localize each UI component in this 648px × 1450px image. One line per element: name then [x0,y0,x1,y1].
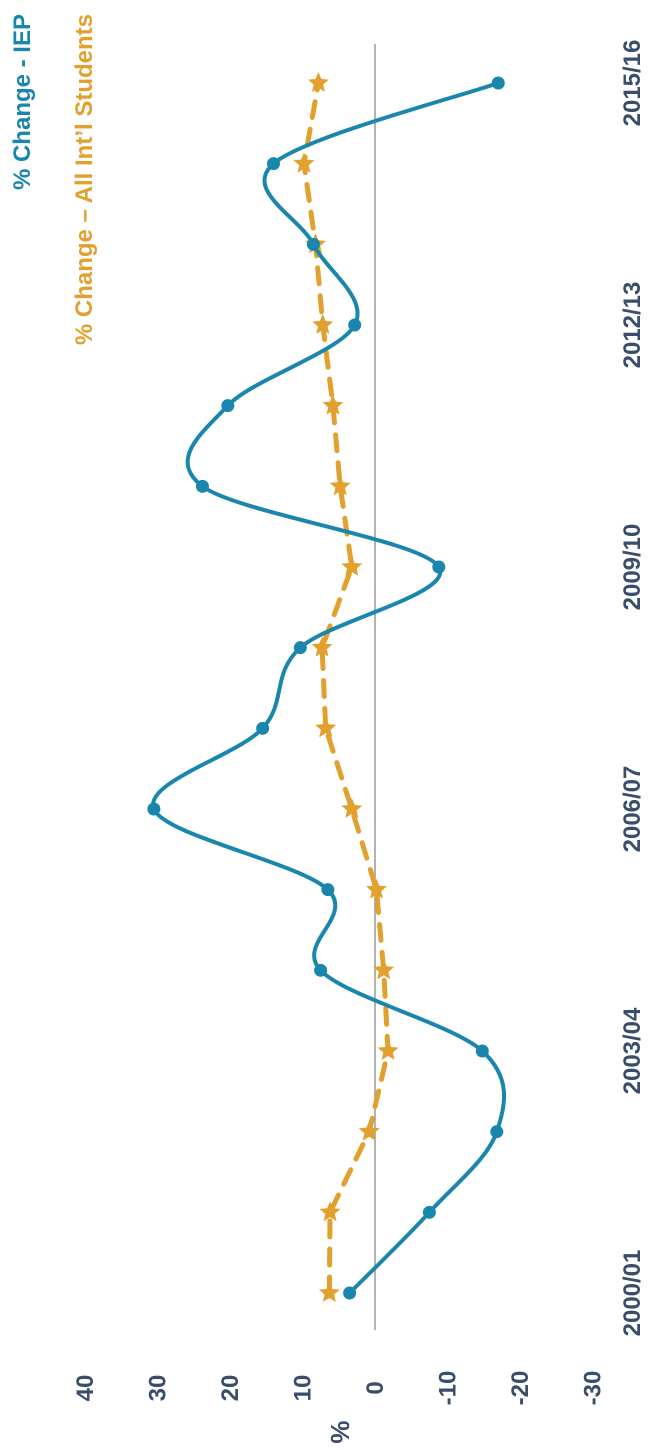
x-tick-label: 2000/01 [619,1250,646,1337]
data-point [306,237,320,251]
data-point [314,963,328,977]
data-point [312,314,334,334]
series-line [151,81,506,1295]
y-tick-label: 10 [290,1375,317,1402]
data-point [293,641,307,655]
data-point [348,318,362,332]
x-tick-label: 2006/07 [619,766,646,853]
series-line [301,80,391,1296]
y-tick-label: -30 [580,1371,607,1406]
x-tick-label: 2009/10 [619,524,646,611]
y-tick-label: 30 [145,1375,172,1402]
data-point [267,157,280,171]
data-point [432,560,446,574]
data-point [315,717,337,738]
y-axis-ticks: 40 30 20 10 0 -10 -20 -30 [72,1371,607,1406]
data-point [491,76,505,90]
data-point [358,1120,380,1141]
data-point [321,883,335,897]
legend-all-intl: % Change – All Int’l Students [71,14,98,345]
y-axis-label: % [325,1420,355,1443]
data-point [366,878,387,899]
legend-iep: % Change - IEP [9,14,36,190]
series-layer [147,72,506,1302]
data-point [422,1205,436,1219]
data-point [475,1044,489,1058]
data-point [329,475,351,496]
data-point [318,1282,340,1302]
data-point [490,1125,504,1139]
data-point [319,1201,341,1222]
data-point [373,959,395,980]
data-point [147,802,161,816]
y-tick-label: 20 [217,1375,244,1402]
x-axis-ticks: 2000/01 2003/04 2006/07 2009/10 2012/13 2015/… [619,40,646,1337]
y-tick-label: 0 [362,1381,389,1394]
data-point [256,721,270,735]
x-tick-label: 2012/13 [619,282,646,369]
x-tick-label: 2003/04 [619,1007,646,1094]
data-point [308,72,329,92]
y-tick-label: -10 [435,1371,462,1406]
x-tick-label: 2015/16 [619,40,646,127]
data-point [322,394,344,415]
series-iep [147,76,506,1300]
series-all-intl [293,72,399,1302]
data-point [311,636,333,657]
data-point [341,556,363,576]
y-tick-label: -20 [507,1371,534,1406]
data-point [341,798,363,818]
data-point [343,1286,357,1300]
y-tick-label: 40 [72,1375,99,1402]
data-point [195,479,209,493]
data-point [377,1040,399,1060]
data-point [221,399,235,413]
data-point [293,152,315,173]
